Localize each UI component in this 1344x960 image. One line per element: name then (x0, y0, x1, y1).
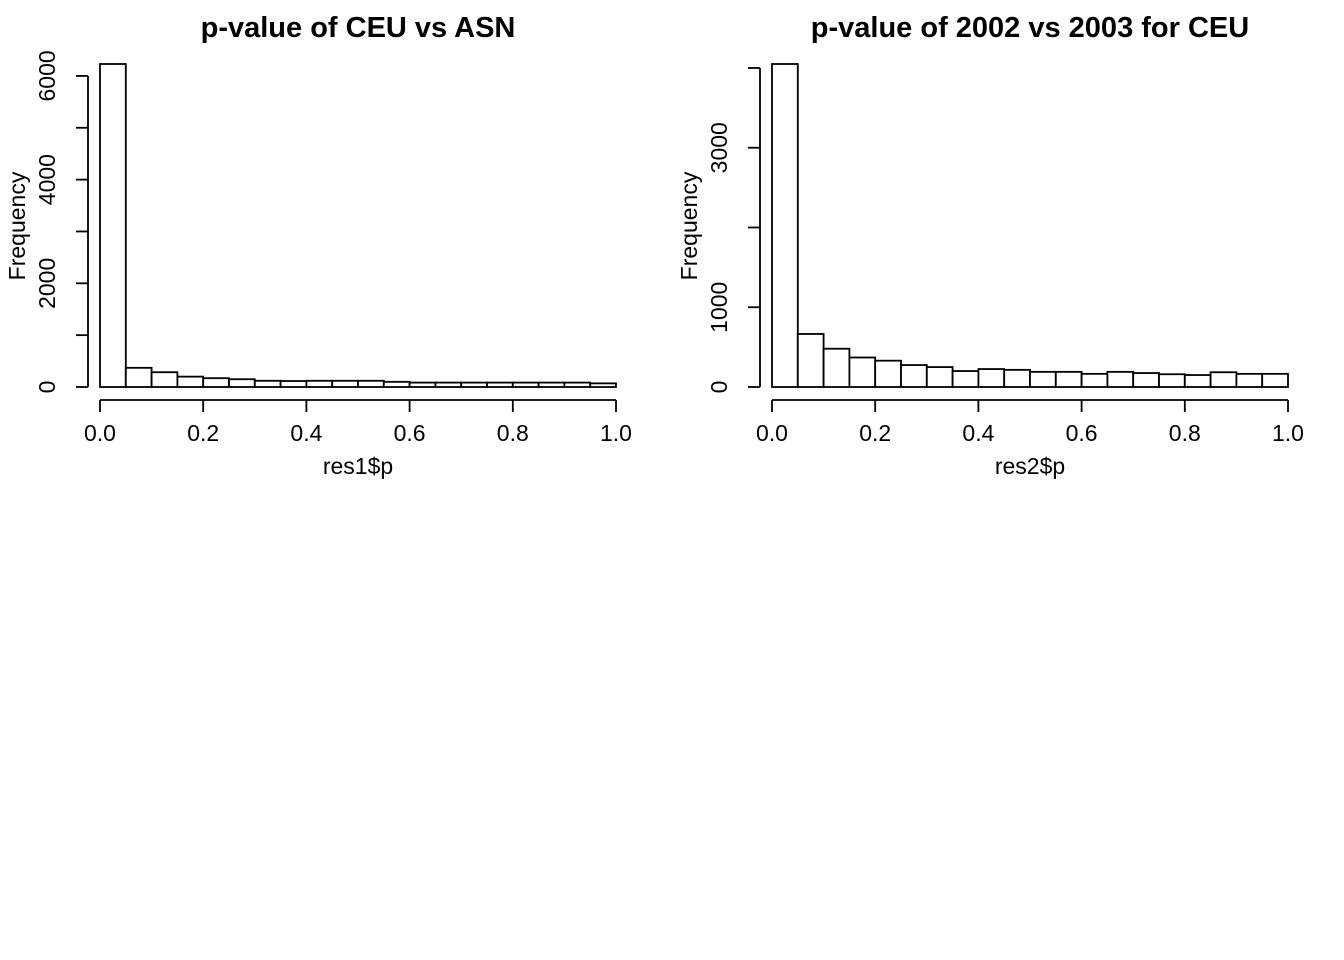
histogram-bar (848, 356, 877, 388)
histogram-bar (1106, 370, 1135, 388)
histogram-bar (1003, 368, 1031, 388)
histogram-bar (1054, 370, 1083, 388)
histogram-bar (124, 366, 153, 388)
histogram-bar (1261, 372, 1289, 388)
x-axis-label: res1$p (323, 453, 393, 479)
x-tick-label: 0.8 (1169, 420, 1201, 446)
histogram-bar (537, 381, 566, 388)
x-tick-label: 0.0 (84, 420, 116, 446)
x-tick-label: 1.0 (1272, 420, 1304, 446)
y-tick-label: 3000 (706, 122, 732, 173)
histogram-bar (331, 379, 359, 388)
histogram-bar (150, 371, 179, 388)
x-tick-label: 0.6 (1066, 420, 1098, 446)
histogram-bar (1158, 373, 1186, 388)
chart-title: p-value of 2002 vs 2003 for CEU (811, 12, 1249, 44)
y-tick-label: 0 (706, 381, 732, 394)
histogram-panel-1: p-value of CEU vs ASN 0.0 0.2 0.4 0.6 0.8 1.0 r… (4, 12, 632, 479)
histogram-bar (1080, 372, 1109, 388)
histogram-bar (822, 347, 851, 388)
histogram-panel-2: p-value of 2002 vs 2003 for CEU 0.0 0.2 0.4… (676, 12, 1304, 479)
histogram-bar (176, 375, 205, 388)
histogram-bar (771, 63, 799, 388)
y-tick-label: 6000 (34, 50, 60, 101)
histogram-bar (925, 366, 954, 388)
histogram-bar (228, 378, 256, 388)
x-tick-label: 0.6 (394, 420, 426, 446)
chart-title: p-value of CEU vs ASN (201, 12, 516, 44)
histogram-bar (305, 379, 334, 388)
x-tick-label: 0.0 (756, 420, 788, 446)
y-axis-label: Frequency (676, 171, 702, 280)
histogram-bar (408, 381, 437, 388)
x-tick-label: 0.2 (859, 420, 891, 446)
x-tick-label: 0.4 (290, 420, 322, 446)
y-tick-label: 4000 (34, 154, 60, 205)
histogram-bar (874, 359, 902, 388)
x-tick-label: 0.8 (497, 420, 529, 446)
x-axis-label: res2$p (995, 453, 1065, 479)
histogram-bar (279, 380, 308, 388)
histogram-bar (202, 377, 230, 388)
histogram-bar (796, 333, 825, 388)
y-tick-label: 1000 (706, 282, 732, 333)
histogram-bar (1235, 372, 1264, 388)
histogram-bar (511, 381, 540, 388)
histogram-bar (382, 380, 411, 388)
x-tick-label: 0.2 (187, 420, 219, 446)
y-tick-label: 2000 (34, 258, 60, 309)
histogram-bar (253, 379, 282, 388)
histogram-bar (977, 368, 1006, 388)
histogram-bar (1183, 374, 1212, 388)
histogram-bar (357, 379, 385, 388)
histogram-bar (900, 364, 928, 388)
histogram-bar (1029, 370, 1057, 388)
histogram-bar (563, 381, 592, 388)
histogram-bar (434, 381, 463, 388)
histogram-bar (1209, 371, 1238, 388)
histogram-bar (460, 381, 488, 388)
y-tick-label: 0 (34, 381, 60, 394)
histogram-bar (486, 381, 514, 388)
x-tick-label: 0.4 (962, 420, 994, 446)
histogram-bar (99, 63, 127, 388)
y-axis-label: Frequency (4, 171, 30, 280)
x-tick-label: 1.0 (600, 420, 632, 446)
histogram-bar (951, 370, 980, 388)
histogram-bar (1132, 372, 1160, 388)
histogram-bar (589, 382, 617, 388)
